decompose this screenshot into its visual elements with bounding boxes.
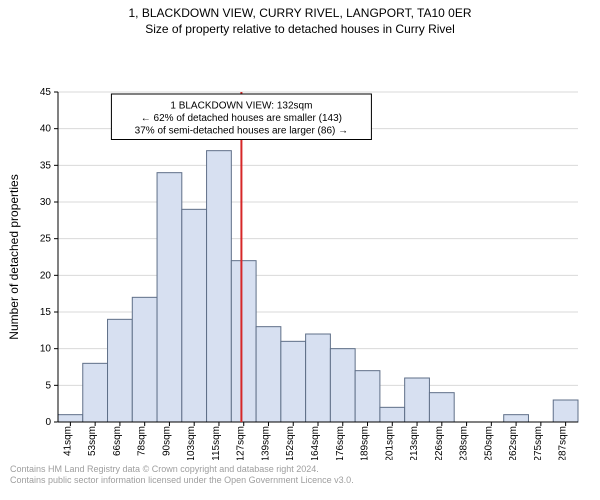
x-tick-label: 152sqm [285, 426, 296, 460]
x-tick-label: 189sqm [360, 426, 371, 460]
annotation-line: 37% of semi-detached houses are larger (… [135, 126, 348, 137]
x-tick-label: 201sqm [384, 426, 395, 460]
svg-text:20: 20 [40, 270, 52, 281]
y-axis-label: Number of detached properties [7, 174, 21, 339]
histogram-bar [58, 415, 83, 422]
histogram-bar [132, 297, 157, 422]
svg-text:10: 10 [40, 344, 52, 355]
histogram-bar [256, 327, 281, 422]
svg-text:40: 40 [40, 124, 52, 135]
chart-title: 1, BLACKDOWN VIEW, CURRY RIVEL, LANGPORT… [0, 0, 600, 20]
x-tick-label: 103sqm [186, 426, 197, 460]
x-tick-label: 127sqm [236, 426, 247, 460]
x-tick-label: 115sqm [211, 426, 222, 460]
histogram-bar [231, 261, 256, 422]
x-tick-label: 262sqm [508, 426, 519, 460]
x-tick-label: 213sqm [409, 426, 420, 460]
svg-text:5: 5 [45, 380, 51, 391]
x-tick-label: 164sqm [310, 426, 321, 460]
histogram-bar [182, 209, 207, 422]
x-tick-label: 90sqm [161, 426, 172, 456]
svg-text:45: 45 [40, 87, 52, 98]
histogram-bar [429, 393, 454, 422]
x-tick-label: 226sqm [434, 426, 445, 460]
footer-attribution: Contains HM Land Registry data © Crown c… [0, 460, 600, 487]
histogram-bar [281, 341, 306, 422]
x-tick-label: 78sqm [137, 426, 148, 456]
svg-text:25: 25 [40, 234, 52, 245]
svg-text:30: 30 [40, 197, 52, 208]
x-tick-label: 53sqm [87, 426, 98, 456]
footer-line1: Contains HM Land Registry data © Crown c… [10, 464, 590, 475]
histogram-bar [405, 378, 430, 422]
histogram-bar [83, 363, 108, 422]
chart-subtitle: Size of property relative to detached ho… [0, 20, 600, 36]
histogram-bar [306, 334, 331, 422]
annotation-line: ← 62% of detached houses are smaller (14… [141, 113, 342, 124]
svg-text:0: 0 [45, 417, 51, 428]
x-tick-label: 275sqm [533, 426, 544, 460]
x-tick-label: 250sqm [483, 426, 494, 460]
x-tick-label: 41sqm [62, 426, 73, 456]
histogram-chart: 0 5 10 15 20 25 30 35 40 45 41sqm 53sqm 66sqm 78sqm 90… [0, 36, 600, 460]
x-tick-label: 176sqm [335, 426, 346, 460]
annotation-line: 1 BLACKDOWN VIEW: 132sqm [170, 101, 312, 112]
histogram-bar [157, 173, 182, 422]
svg-text:35: 35 [40, 160, 52, 171]
histogram-bar [207, 151, 232, 422]
histogram-bar [355, 371, 380, 422]
histogram-bar [330, 349, 355, 422]
svg-text:15: 15 [40, 307, 52, 318]
footer-line2: Contains public sector information licen… [10, 475, 590, 486]
histogram-bar [108, 319, 133, 422]
histogram-bar [380, 407, 405, 422]
x-tick-label: 287sqm [558, 426, 569, 460]
chart-container: 1, BLACKDOWN VIEW, CURRY RIVEL, LANGPORT… [0, 0, 600, 500]
x-tick-label: 66sqm [112, 426, 123, 456]
x-tick-label: 238sqm [459, 426, 470, 460]
x-tick-label: 139sqm [260, 426, 271, 460]
histogram-bar [553, 400, 578, 422]
histogram-bar [504, 415, 529, 422]
